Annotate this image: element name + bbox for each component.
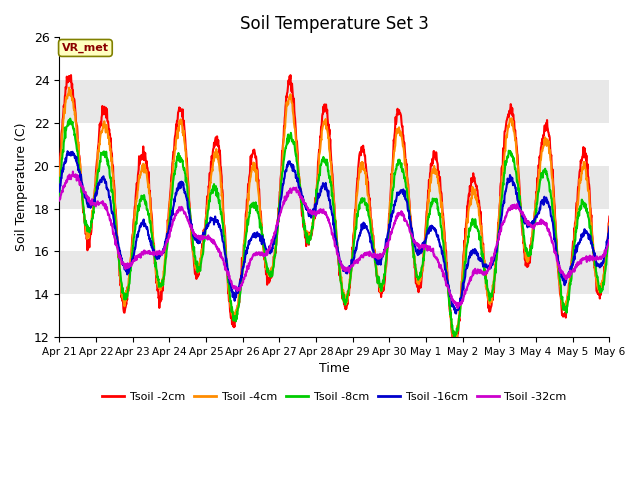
Bar [59, 294, 609, 337]
Title: Soil Temperature Set 3: Soil Temperature Set 3 [240, 15, 429, 33]
Bar [59, 209, 609, 252]
Bar [59, 37, 609, 80]
Y-axis label: Soil Temperature (C): Soil Temperature (C) [15, 123, 28, 252]
Text: VR_met: VR_met [62, 43, 109, 53]
X-axis label: Time: Time [319, 362, 349, 375]
Legend: Tsoil -2cm, Tsoil -4cm, Tsoil -8cm, Tsoil -16cm, Tsoil -32cm: Tsoil -2cm, Tsoil -4cm, Tsoil -8cm, Tsoi… [97, 388, 571, 407]
Bar [59, 123, 609, 166]
